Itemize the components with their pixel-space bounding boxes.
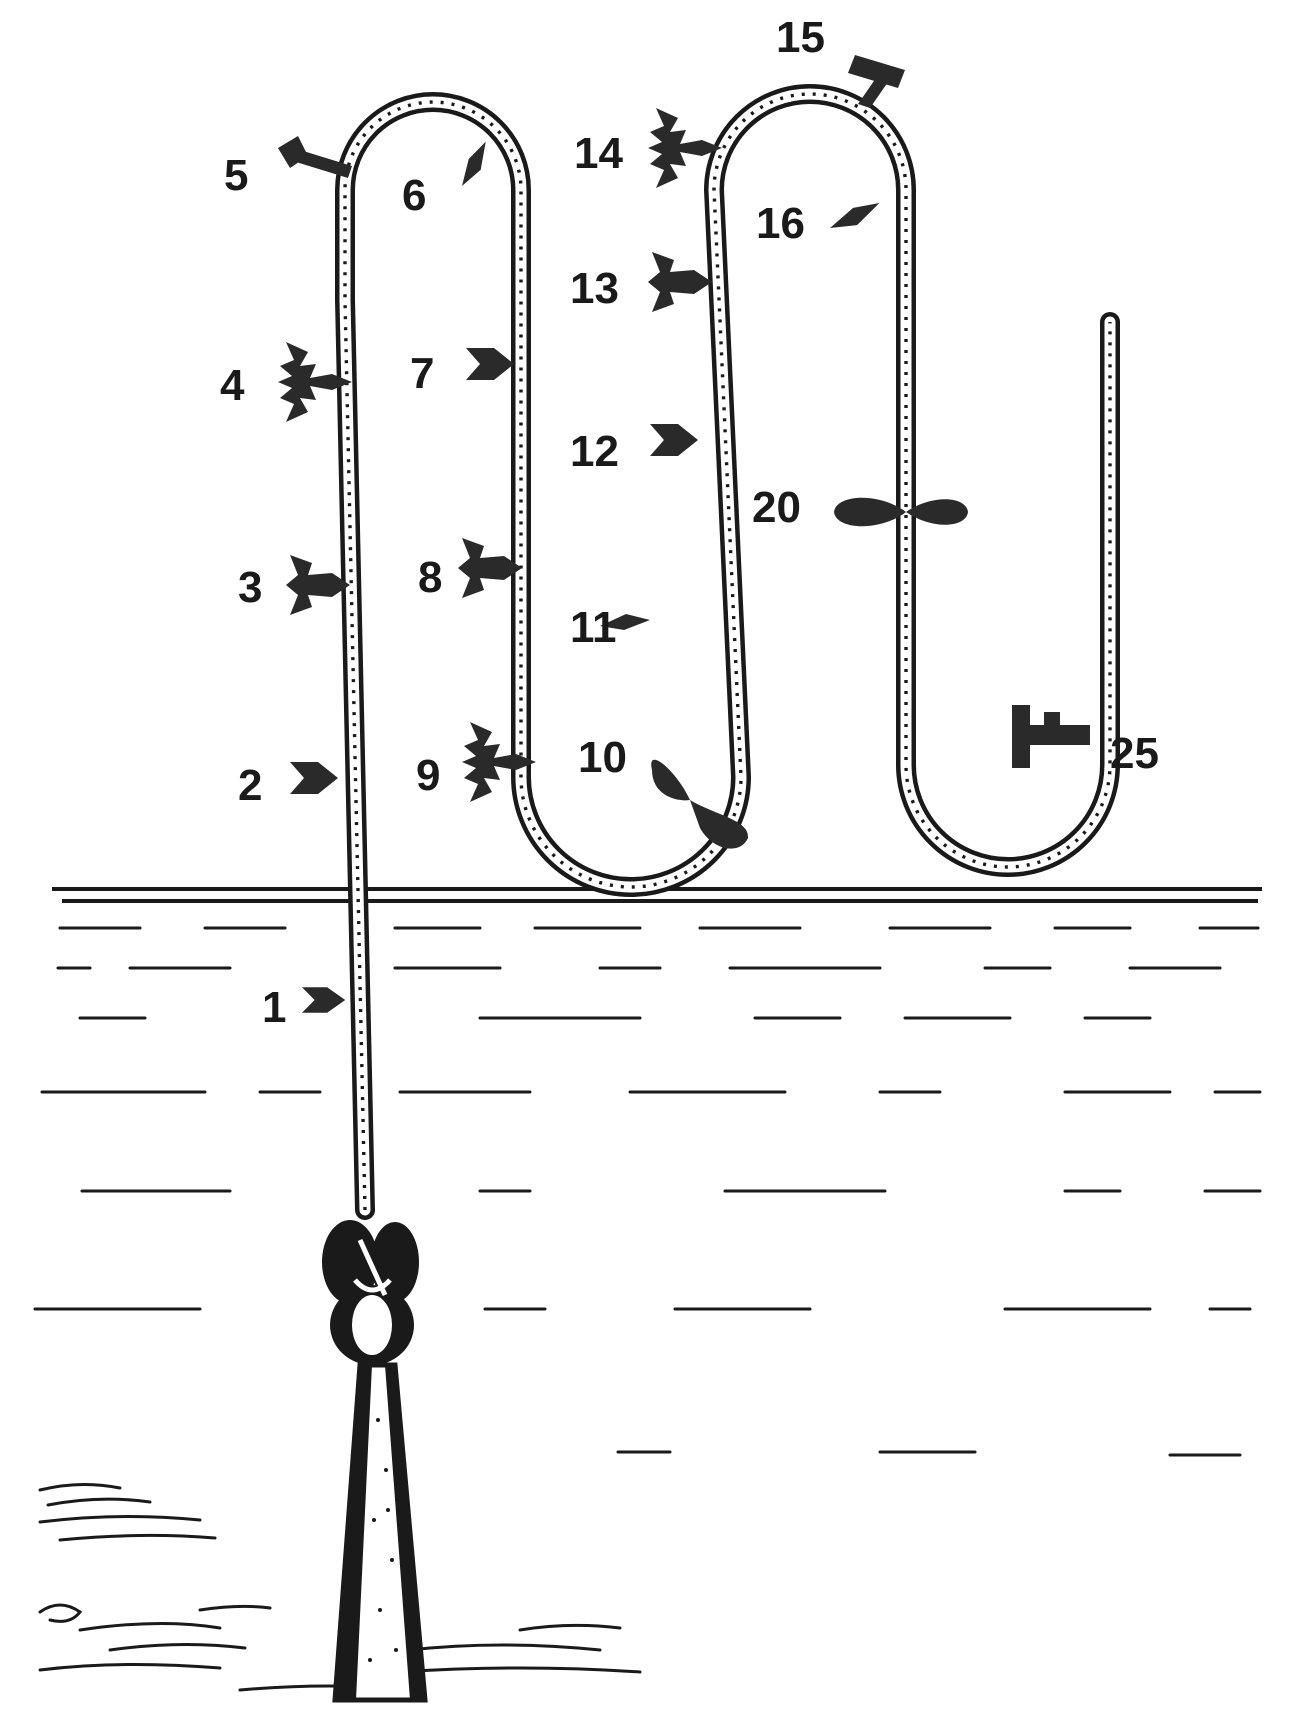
water-ripples xyxy=(33,926,1262,1457)
label-6: 6 xyxy=(402,171,426,220)
arrowhead-icon xyxy=(302,987,346,1013)
hammer-tool-icon xyxy=(848,55,905,108)
label-25: 25 xyxy=(1110,729,1159,778)
label-2: 2 xyxy=(238,761,262,810)
label-10: 10 xyxy=(578,733,627,782)
teardrop-float-icon xyxy=(834,497,968,527)
anchor-weight xyxy=(332,1362,428,1703)
label-8: 8 xyxy=(418,553,442,602)
arrowhead-icon xyxy=(290,762,338,794)
arrowhead-icon xyxy=(650,424,698,456)
rope xyxy=(335,84,1120,1220)
key-tool-icon xyxy=(1012,705,1090,768)
diamond-lure-icon xyxy=(826,198,884,235)
arrowhead-icon xyxy=(466,348,514,380)
label-16: 16 xyxy=(756,199,805,248)
label-3: 3 xyxy=(238,563,262,612)
label-4: 4 xyxy=(220,361,245,410)
seabed xyxy=(38,1482,642,1692)
labels: 1 2 3 4 5 6 7 8 9 10 11 12 13 14 15 16 2… xyxy=(220,13,1159,1032)
double-barb-hook-icon xyxy=(648,252,712,312)
hammer-tool-icon xyxy=(278,136,352,178)
label-11: 11 xyxy=(570,603,617,652)
knot xyxy=(322,1220,419,1365)
diamond-lure-icon xyxy=(453,139,496,190)
teardrop-float-icon xyxy=(651,759,749,849)
label-14: 14 xyxy=(574,129,623,178)
label-9: 9 xyxy=(416,751,440,800)
double-barb-hook-icon xyxy=(286,555,350,615)
label-13: 13 xyxy=(570,264,619,313)
label-7: 7 xyxy=(410,349,434,398)
items xyxy=(278,55,1090,1013)
label-20: 20 xyxy=(752,483,801,532)
label-5: 5 xyxy=(224,151,248,200)
label-15: 15 xyxy=(776,13,825,62)
label-1: 1 xyxy=(262,983,286,1032)
water xyxy=(33,887,1262,1692)
label-12: 12 xyxy=(570,427,619,476)
